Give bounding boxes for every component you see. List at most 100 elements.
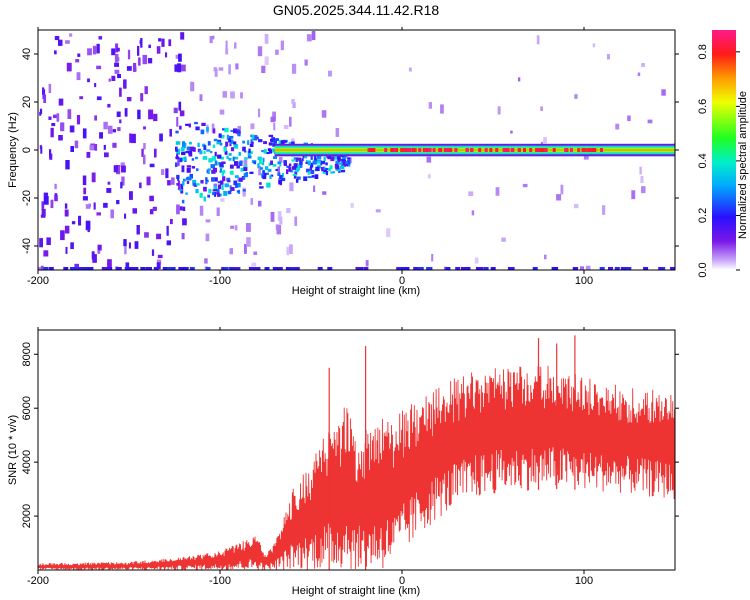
- heat-cell: [175, 141, 181, 145]
- heat-cell: [580, 266, 584, 270]
- heat-cell: [396, 267, 402, 270]
- heat-cell: [189, 173, 193, 179]
- heat-cell: [211, 177, 216, 182]
- heat-cell: [250, 198, 253, 205]
- heat-cell: [75, 59, 80, 63]
- heat-cell: [286, 208, 291, 213]
- heat-cell: [58, 98, 64, 106]
- heat-cell: [341, 169, 346, 173]
- heat-cell: [229, 185, 232, 189]
- heat-cell: [294, 267, 300, 270]
- heat-cell: [175, 130, 179, 134]
- heat-cell: [262, 157, 265, 163]
- heat-cell: [223, 191, 228, 196]
- heat-cell: [133, 62, 137, 72]
- heat-cell: [301, 158, 304, 162]
- heat-cell: [315, 157, 318, 162]
- heat-cell: [272, 143, 276, 147]
- heat-cell: [216, 192, 220, 195]
- heat-cell: [182, 141, 185, 146]
- heat-cell: [112, 142, 117, 148]
- heat-cell: [275, 168, 278, 171]
- heat-cell: [641, 63, 645, 67]
- colorbar-tick-label: 0.4: [697, 153, 709, 168]
- line-peak: [552, 148, 556, 152]
- heat-cell: [272, 148, 276, 153]
- heat-cell: [321, 110, 327, 118]
- heat-cell: [177, 180, 181, 191]
- heat-cell: [341, 162, 346, 167]
- heat-cell: [258, 200, 262, 207]
- heat-cell: [176, 148, 181, 154]
- heat-cell: [136, 225, 140, 235]
- heat-cell: [197, 142, 200, 148]
- heat-cell: [375, 209, 381, 213]
- heat-cell: [262, 170, 265, 175]
- heat-cell: [278, 179, 283, 185]
- heat-cell: [641, 186, 646, 194]
- heat-cell: [317, 161, 321, 164]
- heat-cell: [134, 241, 139, 249]
- heat-cell: [138, 57, 141, 66]
- heat-cell: [311, 175, 315, 178]
- heat-cell: [79, 96, 84, 100]
- heat-cell: [175, 54, 180, 59]
- heat-cell: [574, 94, 578, 99]
- heat-cell: [186, 181, 190, 184]
- heat-cell: [551, 267, 557, 270]
- heat-cell: [325, 171, 329, 176]
- line-peak: [425, 148, 429, 152]
- heat-cell: [189, 146, 195, 152]
- heat-cell: [408, 67, 412, 72]
- heat-cell: [233, 141, 237, 145]
- line-peak: [544, 148, 548, 152]
- heat-cell: [216, 188, 220, 193]
- heat-cell: [49, 149, 52, 158]
- heat-cell: [201, 122, 206, 126]
- heat-cell: [246, 237, 251, 247]
- heat-cell: [283, 160, 287, 164]
- snr-panel: -200 -100 0 100 2000 4000 6000 8000 Height of …: [7, 327, 679, 597]
- heat-cell: [313, 185, 316, 192]
- heat-cell: [222, 91, 228, 98]
- heat-cell: [179, 157, 183, 163]
- heat-cell: [335, 160, 339, 164]
- heat-cell: [327, 155, 332, 160]
- heat-cell: [161, 38, 165, 47]
- heat-cell: [170, 267, 176, 270]
- line-peak: [541, 148, 545, 152]
- heat-cell: [247, 140, 250, 145]
- heat-cell: [39, 108, 43, 114]
- heat-cell: [296, 176, 301, 180]
- heat-cell: [209, 36, 213, 44]
- heat-cell: [153, 267, 159, 270]
- heat-cell: [279, 164, 282, 167]
- heat-cell: [321, 160, 326, 165]
- heat-cell: [330, 156, 335, 162]
- heat-cell: [54, 36, 60, 41]
- x-tick-label: -100: [209, 275, 231, 287]
- heat-cell: [107, 125, 113, 134]
- heat-cell: [181, 64, 186, 72]
- heat-cell: [219, 180, 224, 185]
- y-tick-label: 0: [21, 147, 33, 153]
- heat-cell: [208, 158, 213, 163]
- heat-cell: [48, 267, 54, 270]
- heat-cell: [307, 160, 311, 166]
- heat-cell: [225, 40, 228, 50]
- heat-cell: [76, 115, 81, 125]
- heat-cell: [289, 116, 292, 127]
- heat-cell: [296, 157, 301, 161]
- heat-cell: [183, 156, 187, 161]
- heat-cell: [253, 161, 256, 165]
- heat-cell: [313, 156, 317, 161]
- line-peak: [584, 148, 588, 152]
- heat-cell: [50, 127, 54, 138]
- heat-cell: [312, 160, 317, 165]
- figure-title: GN05.2025.344.11.42.R18: [273, 2, 440, 18]
- heat-cell: [237, 178, 240, 182]
- heat-cell: [478, 267, 484, 270]
- heat-cell: [219, 109, 225, 115]
- heat-cell: [292, 102, 296, 108]
- heat-cell: [121, 165, 126, 173]
